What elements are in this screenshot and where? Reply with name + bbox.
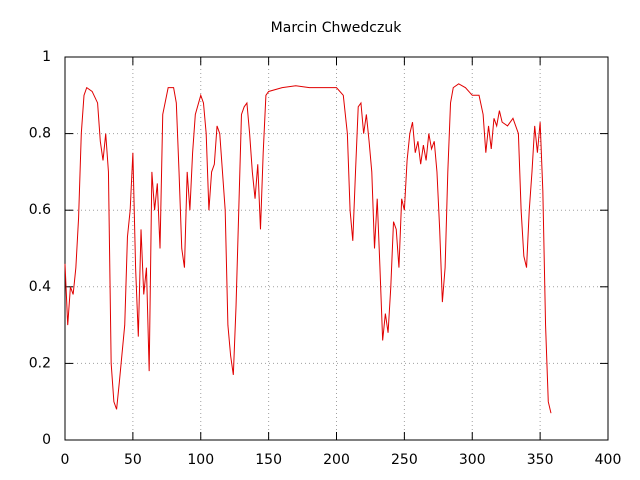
- y-tick-label: 0: [42, 432, 51, 448]
- x-tick-label: 300: [459, 452, 486, 468]
- y-tick-label: 0.4: [29, 279, 51, 295]
- x-tick-label: 50: [124, 452, 142, 468]
- y-tick-label: 0.8: [29, 126, 51, 142]
- x-tick-label: 200: [323, 452, 350, 468]
- data-line: [64, 83, 552, 414]
- y-tick-label: 0.2: [29, 355, 51, 371]
- x-tick-label: 400: [595, 452, 622, 468]
- x-tick-label: 350: [527, 452, 554, 468]
- chart-title: Marcin Chwedczuk: [271, 20, 403, 36]
- x-tick-label: 0: [61, 452, 70, 468]
- x-tick-label: 150: [255, 452, 282, 468]
- plot-frame: [64, 56, 609, 441]
- x-tick-label: 100: [187, 452, 214, 468]
- y-tick-label: 0.6: [29, 202, 51, 218]
- x-tick-label: 250: [391, 452, 418, 468]
- y-tick-label: 1: [42, 49, 51, 65]
